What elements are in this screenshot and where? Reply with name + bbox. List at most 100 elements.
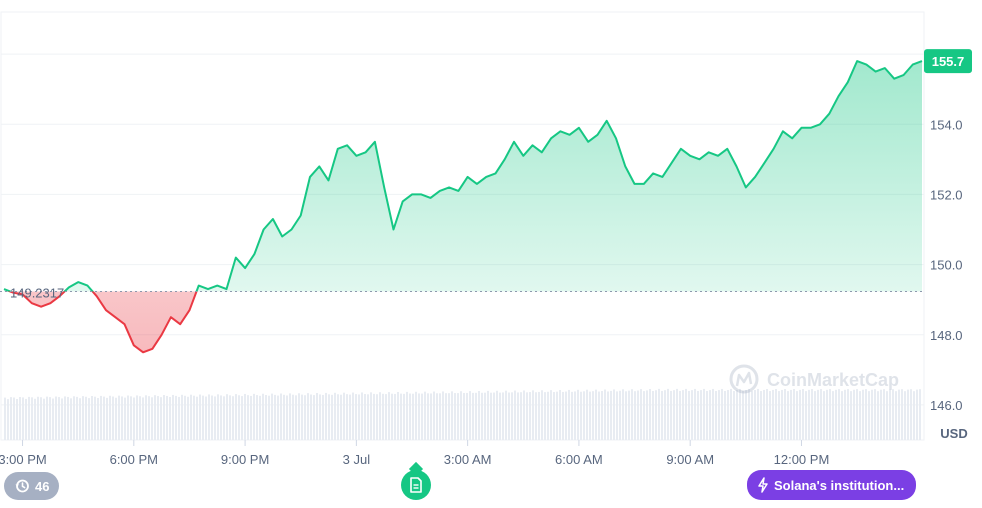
volume-bar (124, 397, 126, 440)
volume-bar (223, 396, 225, 440)
volume-bar (208, 394, 210, 440)
volume-bar (649, 388, 651, 440)
baseline-label: 149.2317 (10, 286, 64, 301)
volume-bar (484, 392, 486, 440)
volume-bar (187, 396, 189, 440)
volume-bar (322, 394, 324, 440)
volume-bar (151, 397, 153, 440)
y-axis: 146.0 148.0 150.0 152.0 154.0 (930, 117, 963, 413)
volume-bar (415, 391, 417, 440)
volume-bar (526, 392, 528, 440)
volume-bar (202, 395, 204, 440)
volume-bar (640, 389, 642, 440)
volume-bar (388, 392, 390, 440)
volume-bar (469, 391, 471, 440)
volume-bar (298, 393, 300, 440)
volume-bar (571, 391, 573, 440)
volume-bar (853, 389, 855, 440)
volume-bar (31, 397, 33, 440)
history-button[interactable]: 46 (4, 472, 60, 500)
volume-bar (358, 394, 360, 440)
volume-bar (823, 391, 825, 440)
document-marker-button[interactable] (401, 470, 431, 500)
volume-bar (688, 390, 690, 440)
volume-bar (598, 391, 600, 440)
volume-bar (205, 396, 207, 440)
volume-bar (94, 396, 96, 440)
volume-bar (901, 389, 903, 440)
x-tick-label: 9:00 AM (666, 452, 714, 467)
volume-bar (304, 395, 306, 440)
volume-bar (700, 390, 702, 440)
volume-bar (49, 397, 51, 440)
volume-bar (385, 394, 387, 440)
volume-bar (634, 391, 636, 440)
document-icon (409, 477, 423, 493)
volume-bar (103, 396, 105, 440)
volume-bar (262, 393, 264, 440)
volume-bar (445, 393, 447, 440)
volume-bar (574, 391, 576, 440)
volume-bar (514, 390, 516, 440)
volume-bar (772, 389, 774, 440)
volume-bar (16, 399, 18, 440)
volume-bar (550, 390, 552, 440)
volume-bar (238, 395, 240, 440)
volume-bar (760, 391, 762, 440)
volume-bar (109, 395, 111, 440)
volume-bar (256, 395, 258, 440)
volume-bar (319, 394, 321, 440)
volume-bar (79, 398, 81, 440)
volume-bar (739, 388, 741, 440)
volume-bar (343, 392, 345, 440)
volume-bar (271, 393, 273, 440)
volume-bar (115, 397, 117, 440)
volume-bar (814, 391, 816, 440)
volume-bar (616, 391, 618, 440)
volume-bar (478, 391, 480, 440)
volume-bar (784, 389, 786, 440)
volume-bar (490, 392, 492, 440)
volume-bar (253, 393, 255, 440)
volume-bar (427, 393, 429, 440)
volume-bar (544, 392, 546, 440)
volume-bar (847, 389, 849, 440)
volume-bar (292, 394, 294, 440)
volume-bar (328, 394, 330, 440)
volume-bar (19, 397, 21, 440)
volume-bar (283, 394, 285, 440)
news-headline-button[interactable]: Solana's institution... (747, 470, 917, 500)
volume-bar (817, 389, 819, 440)
volume-bar (448, 393, 450, 440)
volume-bar (841, 391, 843, 440)
volume-bar (553, 392, 555, 440)
volume-bar (430, 393, 432, 440)
volume-bar (874, 389, 876, 440)
volume-bar (133, 397, 135, 440)
volume-bar (883, 389, 885, 440)
volume-bar (562, 391, 564, 440)
volume-bar (538, 391, 540, 440)
volume-bar (250, 395, 252, 440)
volume-bar (631, 389, 633, 440)
volume-bar (667, 388, 669, 440)
volume-bar (670, 390, 672, 440)
volume-bar (610, 390, 612, 440)
volume-bar (382, 393, 384, 440)
volume-bar (706, 390, 708, 440)
volume-bar (196, 396, 198, 440)
x-axis: 3:00 PM 6:00 PM 9:00 PM 3 Jul 3:00 AM 6:00 AM… (0, 440, 829, 467)
price-line (3, 60, 923, 354)
volume-bar (565, 391, 567, 440)
volume-bar (472, 392, 474, 440)
volume-bar (160, 397, 162, 440)
volume-bar (118, 395, 120, 440)
watermark-text: CoinMarketCap (767, 370, 899, 390)
volume-bar (403, 393, 405, 440)
volume-bar (583, 391, 585, 440)
volume-bar (25, 398, 27, 440)
volume-bar (454, 393, 456, 440)
volume-bar (259, 395, 261, 440)
volume-bar (325, 392, 327, 440)
